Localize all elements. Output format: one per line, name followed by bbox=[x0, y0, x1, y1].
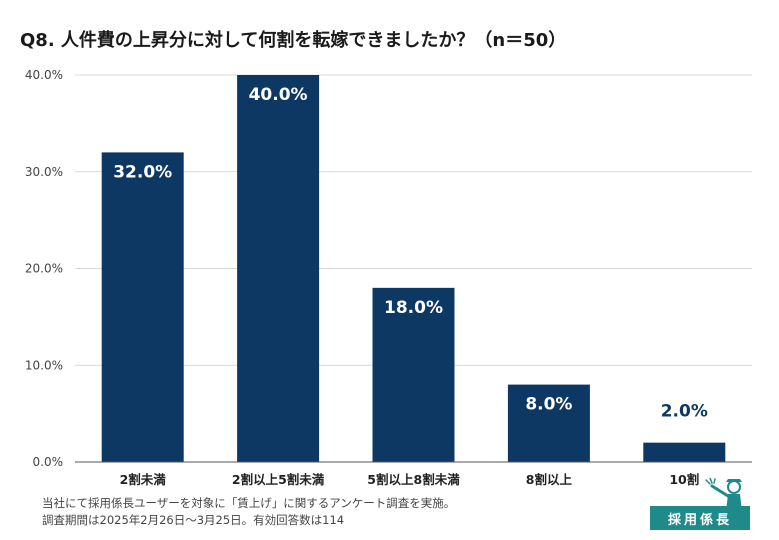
data-label: 8.0% bbox=[525, 395, 572, 415]
x-tick-label: 8割以上 bbox=[526, 472, 573, 487]
y-tick-label: 30.0% bbox=[25, 165, 63, 179]
y-tick-label: 40.0% bbox=[25, 68, 63, 82]
footnote-line-2: 調査期間は2025年2月26日〜3月25日。有効回答数は114 bbox=[42, 513, 345, 527]
x-tick-label: 5割以上8割未満 bbox=[367, 472, 460, 487]
data-label: 18.0% bbox=[384, 298, 443, 318]
data-label: 32.0% bbox=[113, 162, 172, 182]
y-tick-label: 20.0% bbox=[25, 262, 63, 276]
logo-text: 採用係長 bbox=[650, 506, 750, 530]
x-tick-label: 2割未満 bbox=[120, 472, 167, 487]
bar bbox=[507, 384, 590, 462]
data-label: 2.0% bbox=[661, 402, 708, 422]
x-tick-label: 2割以上5割未満 bbox=[232, 472, 325, 487]
brand-logo: 採用係長 bbox=[650, 478, 760, 532]
bar bbox=[372, 287, 455, 462]
footnote: 当社にて採用係長ユーザーを対象に「賃上げ」に関するアンケート調査を実施。 調査期… bbox=[42, 495, 455, 529]
bar bbox=[237, 75, 320, 462]
chart-title: Q8. 人件費の上昇分に対して何割を転嫁できましたか？（n＝50） bbox=[20, 30, 567, 51]
y-tick-label: 0.0% bbox=[33, 455, 64, 469]
footnote-line-1: 当社にて採用係長ユーザーを対象に「賃上げ」に関するアンケート調査を実施。 bbox=[42, 496, 456, 510]
data-label: 40.0% bbox=[249, 85, 308, 105]
bar bbox=[643, 442, 726, 462]
x-tick-label: 10割 bbox=[669, 472, 699, 487]
bar bbox=[101, 152, 184, 462]
y-tick-label: 10.0% bbox=[25, 358, 63, 372]
